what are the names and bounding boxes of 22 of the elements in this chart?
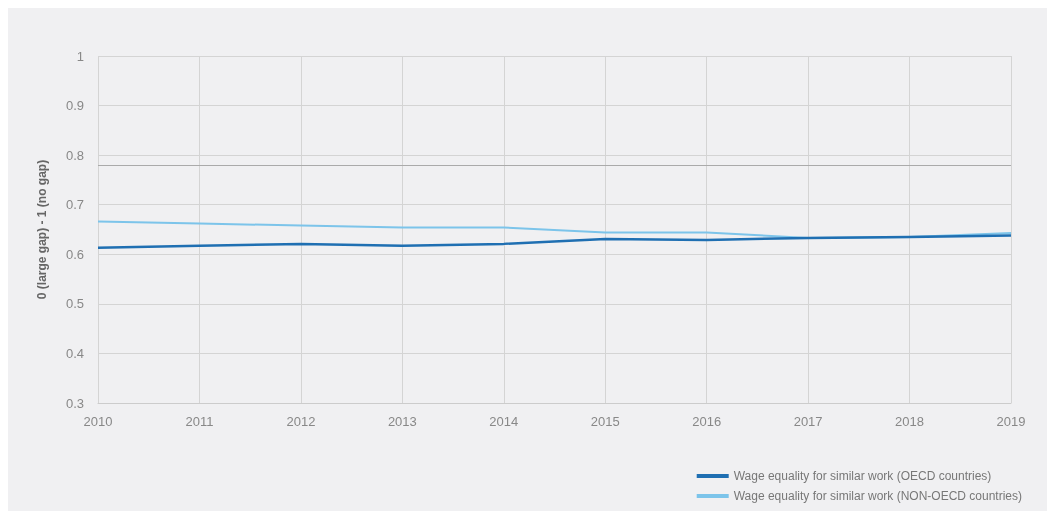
x-tick-label: 2010 — [83, 414, 113, 429]
y-tick-label: 0.6 — [65, 246, 84, 262]
y-tick-label: 0.7 — [65, 197, 84, 213]
line-series — [96, 234, 1013, 250]
y-tick-label: 0.4 — [65, 345, 84, 361]
y-tick-label: 0.9 — [65, 98, 84, 114]
y-tick-label: 1 — [76, 48, 84, 64]
y-tick-label: 0.5 — [65, 296, 84, 312]
x-tick-label: 2013 — [387, 414, 417, 429]
legend-label: Wage equality for similar work (NON-OECD countries) — [733, 489, 1023, 503]
x-tick-label: 2018 — [895, 414, 925, 429]
legend-label: Wage equality for similar work (OECD countries) — [733, 469, 992, 483]
x-tick-label: 2019 — [996, 414, 1026, 429]
x-tick-label: 2011 — [185, 414, 214, 429]
y-tick-label: 0.3 — [65, 395, 84, 411]
y-tick-label: 0.8 — [65, 147, 84, 163]
x-tick-label: 2014 — [489, 414, 519, 429]
x-tick-label: 2017 — [793, 414, 823, 429]
x-tick-label: 2012 — [286, 414, 316, 429]
x-tick-label: 2016 — [692, 414, 722, 429]
y-axis-title: 0 (large gap) - 1 (no gap) — [35, 159, 49, 300]
x-tick-label: 2015 — [590, 414, 620, 429]
